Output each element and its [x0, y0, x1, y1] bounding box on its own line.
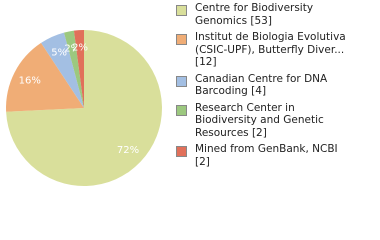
pie-slice — [6, 30, 163, 186]
legend-item: Institut de Biologia Evolutiva (CSIC-UPF… — [176, 31, 376, 69]
slice-label: 2% — [64, 43, 80, 54]
slice-label: 72% — [117, 145, 139, 156]
legend-swatch — [176, 146, 187, 157]
legend-swatch — [176, 5, 187, 16]
legend-label: Canadian Centre for DNA Barcoding [4] — [195, 72, 328, 98]
legend-label: Institut de Biologia Evolutiva (CSIC-UPF… — [195, 31, 346, 68]
legend-label: Centre for Biodiversity Genomics [53] — [195, 2, 314, 27]
legend-swatch — [176, 34, 187, 45]
legend-label: Research Center in Biodiversity and Gene… — [195, 101, 324, 139]
pie-slice — [41, 32, 84, 108]
slice-label: 2% — [72, 42, 88, 53]
legend-item: Canadian Centre for DNA Barcoding [4] — [176, 73, 376, 98]
legend-item: Research Center in Biodiversity and Gene… — [176, 102, 376, 140]
legend-swatch — [176, 75, 187, 87]
pie-slice — [6, 42, 85, 112]
legend-label: Mined from GenBank, NCBI [2] — [195, 143, 338, 168]
slice-label: 5% — [51, 47, 67, 58]
legend-item: Mined from GenBank, NCBI [2] — [176, 143, 376, 168]
legend: Centre for Biodiversity Genomics [53] Ins… — [176, 2, 376, 172]
slice-label: 16% — [19, 75, 41, 86]
pie-slice — [73, 30, 84, 108]
legend-swatch — [176, 104, 187, 116]
legend-item: Centre for Biodiversity Genomics [53] — [176, 2, 376, 27]
pie: 72%16%5%2%2% — [6, 30, 163, 186]
pie-slice — [64, 30, 84, 108]
